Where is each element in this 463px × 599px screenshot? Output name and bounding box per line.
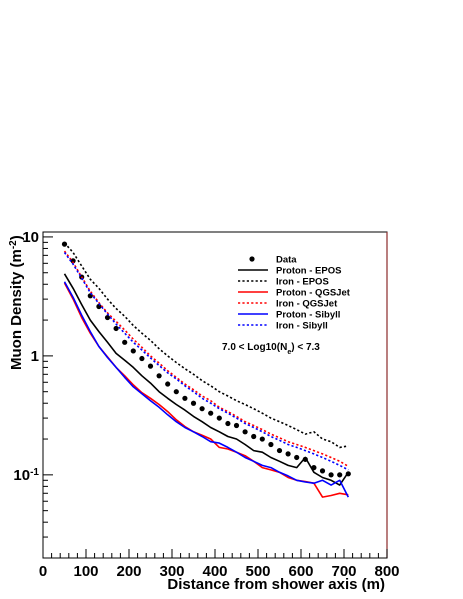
x-tick-label: 700	[331, 563, 356, 580]
data-point	[130, 348, 136, 354]
data-point	[208, 410, 214, 416]
data-point	[225, 420, 231, 427]
series-line-proton-sibyll	[63, 281, 350, 498]
legend-label: Data	[276, 255, 297, 266]
annotation-post: ) < 7.3	[291, 342, 320, 353]
series-data-points	[61, 241, 351, 478]
data-point	[165, 381, 171, 387]
data-point	[104, 314, 111, 321]
data-point	[190, 400, 197, 406]
data-point	[285, 451, 291, 457]
x-tick-label: 500	[245, 563, 270, 580]
data-point	[319, 468, 326, 474]
legend-box	[233, 250, 349, 336]
x-tick-label: 800	[374, 563, 399, 580]
data-point	[122, 339, 128, 345]
data-point	[173, 389, 179, 395]
data-point	[259, 436, 265, 442]
x-tick-label: 300	[159, 563, 184, 580]
y-axis-title-sup: -2	[8, 240, 19, 249]
series-layer	[61, 241, 351, 498]
data-point	[276, 447, 283, 454]
legend-label: Proton - Sibyll	[276, 310, 340, 321]
data-point	[139, 355, 145, 362]
x-tick-label: 200	[116, 563, 141, 580]
data-point	[216, 415, 222, 421]
annotation-pre: 7.0 < Log10(N	[222, 342, 287, 353]
y-tick-label-exp: -1	[30, 466, 39, 477]
data-point	[199, 406, 205, 412]
y-axis-title-main: Muon Density (m	[8, 249, 25, 370]
y-tick-label-base: 10	[22, 229, 39, 246]
x-tick-label: 100	[73, 563, 98, 580]
data-point	[113, 325, 119, 332]
data-point	[70, 258, 76, 264]
legend-label: Iron - EPOS	[276, 277, 329, 288]
x-tick-label: 400	[202, 563, 227, 580]
y-tick-label: 1	[31, 348, 39, 365]
series-line-proton-epos	[63, 273, 349, 486]
data-point	[294, 454, 300, 461]
data-point	[147, 363, 154, 369]
data-point	[337, 472, 343, 478]
y-axis-title: Muon Density (m-2)	[8, 235, 26, 370]
legend-marker	[249, 256, 255, 262]
x-tick-label: 0	[39, 563, 47, 580]
axis-ticks	[42, 236, 388, 559]
y-tick-label: 10-1	[13, 466, 39, 484]
legend-label: Iron - QGSJet	[276, 299, 338, 310]
data-point	[182, 395, 188, 401]
series-line-iron-qgsjet	[63, 250, 349, 467]
y-axis-title-close: )	[8, 235, 25, 240]
x-tick-label: 600	[288, 563, 313, 580]
x-axis-title: Distance from shower axis (m)	[167, 576, 385, 593]
annotation: 7.0 < Log10(Ne) < 7.3	[222, 342, 320, 356]
series-line-iron-sibyll	[63, 252, 349, 471]
data-point	[61, 241, 68, 247]
y-tick-label: 10	[22, 229, 39, 246]
annotation-sub: e	[287, 349, 291, 356]
data-point	[233, 422, 240, 429]
data-point	[242, 429, 248, 435]
data-point	[156, 373, 162, 379]
data-point	[328, 472, 334, 478]
legend-label: Proton - EPOS	[276, 266, 341, 277]
y-tick-label-base: 10	[13, 467, 30, 484]
data-point	[268, 441, 274, 448]
y-tick-label-base: 1	[31, 348, 39, 365]
data-point	[251, 433, 257, 440]
legend-label: Iron - Sibyll	[276, 321, 328, 332]
legend-label: Proton - QGSJet	[276, 288, 351, 299]
